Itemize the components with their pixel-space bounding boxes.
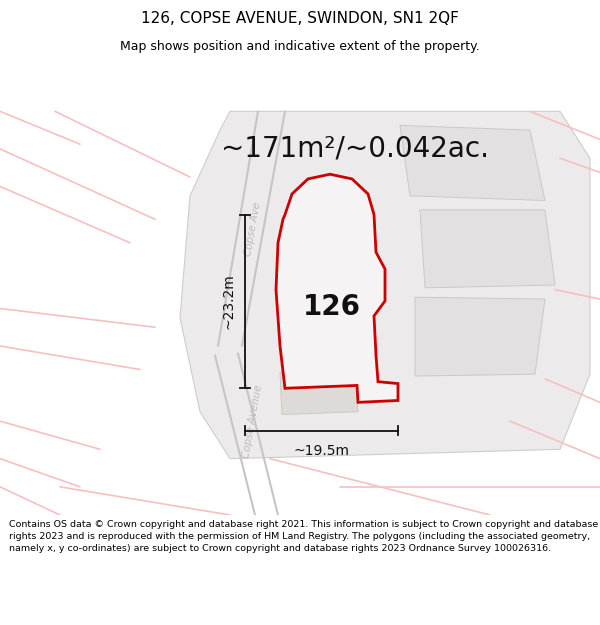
Polygon shape [276, 174, 398, 402]
Polygon shape [280, 369, 358, 414]
Text: 126, COPSE AVENUE, SWINDON, SN1 2QF: 126, COPSE AVENUE, SWINDON, SN1 2QF [141, 11, 459, 26]
Text: Contains OS data © Crown copyright and database right 2021. This information is : Contains OS data © Crown copyright and d… [9, 520, 598, 552]
Polygon shape [280, 250, 365, 367]
Text: 126: 126 [303, 292, 361, 321]
Polygon shape [400, 126, 545, 201]
Polygon shape [415, 298, 545, 376]
Text: ~19.5m: ~19.5m [293, 444, 349, 458]
Text: ~171m²/~0.042ac.: ~171m²/~0.042ac. [221, 135, 489, 163]
Text: Copse Ave: Copse Ave [244, 201, 263, 256]
Polygon shape [180, 111, 590, 459]
Text: ~23.2m: ~23.2m [221, 274, 235, 329]
Text: Map shows position and indicative extent of the property.: Map shows position and indicative extent… [120, 39, 480, 52]
Text: Copse Avenue: Copse Avenue [242, 384, 265, 459]
Polygon shape [420, 210, 555, 288]
